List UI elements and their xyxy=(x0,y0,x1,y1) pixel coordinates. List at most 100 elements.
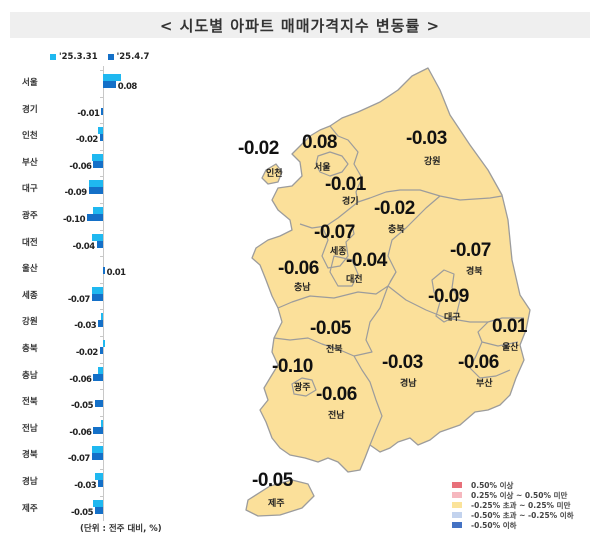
bar-3-31 xyxy=(103,340,105,347)
bar-4-7 xyxy=(98,480,103,487)
map-value-jeju: -0.05 xyxy=(252,470,293,491)
bar-3-31 xyxy=(101,419,103,427)
category-label: 대구 xyxy=(22,184,38,195)
map-value-daegu: -0.09 xyxy=(428,286,469,307)
legend-swatch-icon xyxy=(50,54,56,60)
map-label-seoul: 서울 xyxy=(314,163,331,173)
axis-tick xyxy=(100,309,104,311)
axis-tick xyxy=(100,70,104,71)
bar-4-7 xyxy=(93,373,103,381)
map-value-chungbuk: -0.02 xyxy=(374,198,415,219)
legend-label: 0.50% 이상 xyxy=(471,480,514,490)
map-label-chungnam: 충남 xyxy=(294,283,311,293)
bar-4-7 xyxy=(103,81,116,88)
bar-3-31 xyxy=(88,180,103,188)
bar-legend: '25.3.31 '25.4.7 xyxy=(50,52,149,62)
bar-3-31 xyxy=(103,74,121,81)
bar-3-31 xyxy=(91,233,103,241)
category-label: 인천 xyxy=(22,131,38,142)
bar-3-31 xyxy=(98,127,103,135)
axis-tick xyxy=(100,203,104,204)
korea-map: -0.02 인천 0.08 서울 -0.01 경기 -0.03 강원 -0.02… xyxy=(230,60,560,530)
bar-row: 경북 -0.07 xyxy=(0,444,200,470)
map-label-ulsan: 울산 xyxy=(502,343,519,353)
map-value-busan: -0.06 xyxy=(458,352,499,373)
axis-tick xyxy=(100,442,104,444)
bar-4-7 xyxy=(96,240,103,248)
data-label: -0.03 xyxy=(74,321,97,332)
bar-row: 경기 -0.01 xyxy=(0,99,200,125)
bar-row: 서울 0.08 xyxy=(0,72,200,98)
category-label: 경기 xyxy=(22,104,38,115)
legend-label: -0.50% 이하 xyxy=(471,520,517,530)
data-label: -0.03 xyxy=(74,481,97,491)
bar-3-31 xyxy=(93,499,103,507)
bar-3-31 xyxy=(93,207,103,214)
data-label: 0.08 xyxy=(117,82,137,92)
axis-tick xyxy=(100,495,104,497)
legend-swatch-icon xyxy=(452,502,462,508)
category-label: 부산 xyxy=(22,157,38,168)
bar-4-7 xyxy=(93,160,103,168)
map-value-gangwon: -0.03 xyxy=(406,128,447,149)
data-label: -0.06 xyxy=(69,374,92,385)
bar-4-7 xyxy=(91,293,103,301)
data-label: -0.10 xyxy=(63,215,86,225)
map-legend: 0.50% 이상 0.25% 이상 ~ 0.50% 미만 -0.25% 초과 ~ 0… xyxy=(452,480,574,530)
bar-row: 전남 -0.06 xyxy=(0,418,200,444)
map-label-jeonbuk: 전북 xyxy=(326,345,343,355)
map-label-daegu: 대구 xyxy=(444,313,461,323)
axis-tick xyxy=(100,96,104,98)
bar-row: 울산 0.01 xyxy=(0,258,200,284)
map-label-gyeongnam: 경남 xyxy=(400,379,417,389)
bar-row: 부산 -0.06 xyxy=(0,152,200,178)
data-label: 0.01 xyxy=(106,268,126,279)
bar-row: 대전 -0.04 xyxy=(0,232,200,258)
data-label: -0.01 xyxy=(77,108,100,119)
unit-note: (단위 : 전주 대비, %) xyxy=(80,524,162,534)
legend-swatch-icon xyxy=(452,482,462,488)
axis-tick xyxy=(100,282,104,284)
legend-swatch-icon xyxy=(452,522,462,528)
data-label: -0.05 xyxy=(71,507,94,518)
map-label-gwangju: 광주 xyxy=(294,383,311,393)
bar-3-31 xyxy=(91,153,103,161)
bar-row: 세종 -0.07 xyxy=(0,285,200,311)
legend-label: -0.25% 초과 ~ 0.25% 미만 xyxy=(471,500,571,510)
legend-swatch-icon xyxy=(452,492,462,498)
bar-row: 강원 -0.03 xyxy=(0,311,200,337)
category-label: 대전 xyxy=(22,237,38,248)
bar-4-7 xyxy=(95,506,103,514)
bar-row: 인천 -0.02 xyxy=(0,125,200,151)
category-label: 강원 xyxy=(22,317,38,328)
data-label: -0.02 xyxy=(75,135,99,146)
bar-row: 전북 -0.05 xyxy=(0,391,200,417)
korea-map-shape xyxy=(245,67,531,517)
map-label-gyeongbuk: 경북 xyxy=(466,267,483,277)
axis-tick xyxy=(100,469,104,470)
bar-3-31 xyxy=(91,446,103,454)
bar-row: 제주 -0.05 xyxy=(0,498,200,524)
bar-3-31 xyxy=(91,286,103,294)
axis-tick xyxy=(100,389,104,391)
bar-3-31 xyxy=(95,473,103,480)
data-label: -0.06 xyxy=(69,427,92,438)
category-label: 서울 xyxy=(22,78,38,88)
bar-4-7 xyxy=(103,267,105,275)
axis-tick xyxy=(100,415,104,417)
category-label: 경남 xyxy=(22,477,38,487)
map-label-gyeonggi: 경기 xyxy=(342,197,359,207)
chart-title: < 시도별 아파트 매매가격지수 변동률 > xyxy=(159,16,441,35)
bar-4-7 xyxy=(95,400,103,408)
axis-tick xyxy=(100,123,104,125)
bar-4-7 xyxy=(91,453,103,461)
map-value-gyeongbuk: -0.07 xyxy=(450,240,491,261)
axis-tick xyxy=(100,176,104,178)
bar-row: 충남 -0.06 xyxy=(0,365,200,391)
map-value-incheon: -0.02 xyxy=(238,138,279,159)
category-label: 세종 xyxy=(22,290,38,301)
map-legend-item: 0.25% 이상 ~ 0.50% 미만 xyxy=(452,490,574,500)
map-value-chungnam: -0.06 xyxy=(278,258,319,279)
axis-tick xyxy=(100,336,104,337)
map-label-sejong: 세종 xyxy=(330,247,347,257)
